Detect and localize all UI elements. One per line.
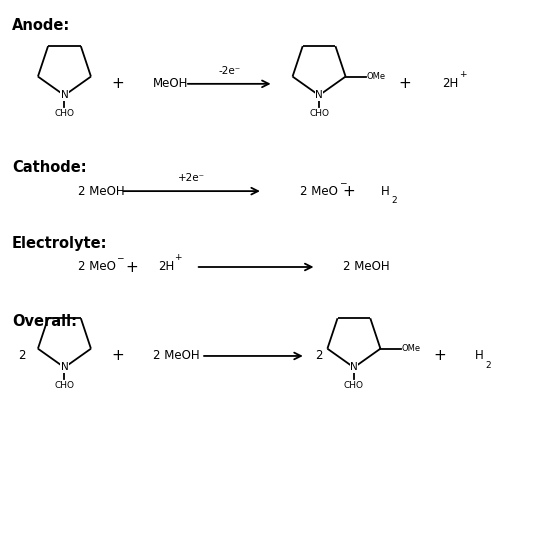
Text: -2e⁻: -2e⁻ <box>218 66 240 76</box>
Text: +: + <box>112 349 124 364</box>
Text: +2e⁻: +2e⁻ <box>178 173 205 183</box>
Text: 2 MeO: 2 MeO <box>78 261 116 273</box>
Text: N: N <box>315 90 323 100</box>
Text: +: + <box>174 253 182 262</box>
Text: 2: 2 <box>485 361 491 370</box>
Text: 2: 2 <box>18 349 25 363</box>
Text: 2 MeO: 2 MeO <box>300 185 338 198</box>
Text: H: H <box>381 185 389 198</box>
Text: +: + <box>398 76 411 91</box>
Text: 2H: 2H <box>443 77 458 90</box>
Text: Cathode:: Cathode: <box>12 160 86 175</box>
Text: 2 MeOH: 2 MeOH <box>153 349 200 363</box>
Text: +: + <box>112 76 124 91</box>
Text: MeOH: MeOH <box>153 77 188 90</box>
Text: OMe: OMe <box>401 344 421 353</box>
Text: CHO: CHO <box>344 381 364 390</box>
Text: 2: 2 <box>315 349 323 363</box>
Text: CHO: CHO <box>55 109 74 118</box>
Text: +: + <box>342 184 355 199</box>
Text: Anode:: Anode: <box>12 18 70 34</box>
Text: H: H <box>474 349 483 363</box>
Text: N: N <box>61 363 68 373</box>
Text: CHO: CHO <box>55 381 74 390</box>
Text: +: + <box>433 349 446 364</box>
Text: Electrolyte:: Electrolyte: <box>12 235 107 250</box>
Text: Overall:: Overall: <box>12 314 77 329</box>
Text: 2: 2 <box>392 196 397 205</box>
Text: +: + <box>125 260 138 274</box>
Text: N: N <box>350 363 358 373</box>
Text: 2H: 2H <box>158 261 174 273</box>
Text: −: − <box>117 254 124 263</box>
Text: +: + <box>459 70 467 79</box>
Text: CHO: CHO <box>309 109 329 118</box>
Text: OMe: OMe <box>366 72 386 81</box>
Text: −: − <box>339 178 346 187</box>
Text: N: N <box>61 90 68 100</box>
Text: 2 MeOH: 2 MeOH <box>78 185 125 198</box>
Text: 2 MeOH: 2 MeOH <box>343 261 390 273</box>
